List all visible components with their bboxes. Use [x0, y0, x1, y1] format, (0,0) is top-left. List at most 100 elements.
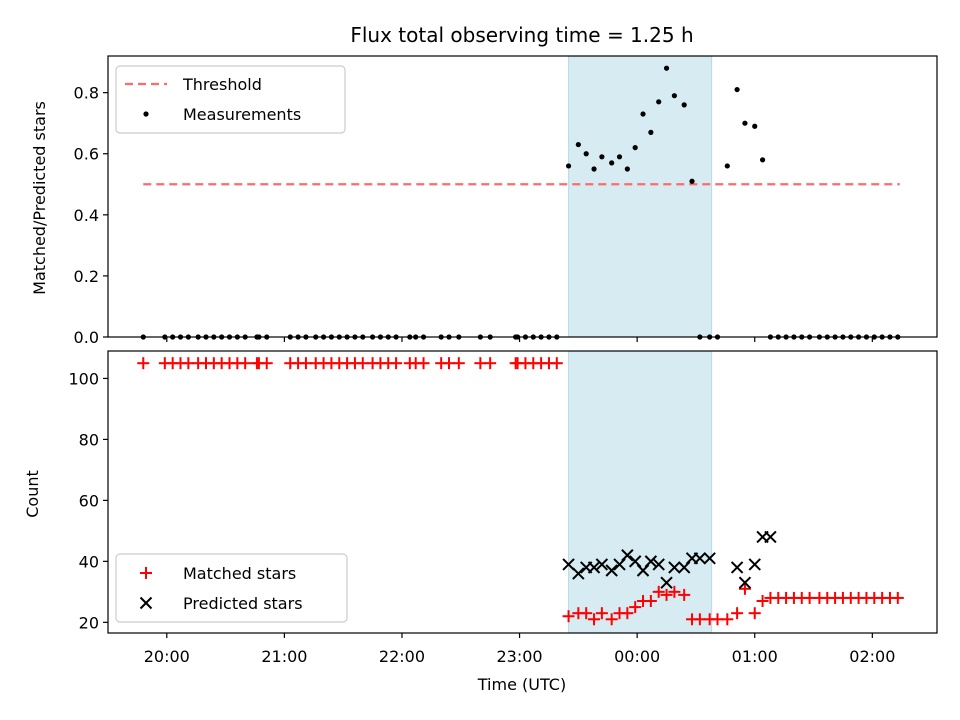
matched-star-point — [605, 613, 618, 626]
measurement-point — [624, 166, 630, 172]
matched-star-point — [721, 613, 734, 626]
matched-star-point — [738, 582, 751, 595]
matched-star-point — [668, 585, 681, 598]
matched-star-point — [550, 357, 563, 370]
chart-title: Flux total observing time = 1.25 h — [350, 23, 693, 47]
top-y-tick-label: 0.6 — [74, 145, 99, 164]
bottom-y-tick-label: 20 — [79, 613, 99, 632]
top-y-axis-label: Matched/Predicted stars — [30, 101, 49, 295]
matched-legend-label: Matched stars — [183, 564, 296, 583]
predicted-star-point — [703, 552, 716, 565]
top-legend-box — [115, 65, 346, 134]
matched-star-point — [629, 601, 642, 614]
predicted-legend-label: Predicted stars — [183, 594, 303, 613]
measurement-point — [681, 102, 687, 108]
measurements-legend-marker — [143, 111, 149, 117]
top-y-tick-label: 0.8 — [74, 84, 99, 103]
top-legend: Threshold Measurements — [115, 65, 346, 134]
top-shaded-interval — [568, 55, 713, 338]
measurement-point — [583, 151, 589, 157]
x-tick-label: 02:00 — [849, 647, 895, 666]
measurement-point — [599, 154, 605, 160]
bottom-legend: Matched stars Predicted stars — [115, 553, 348, 623]
matched-star-point — [588, 613, 601, 626]
measurement-point — [752, 123, 758, 129]
predicted-star-point — [660, 576, 673, 589]
shaded-intervals — [568, 55, 713, 634]
measurement-point — [759, 157, 766, 163]
predicted-star-point — [644, 555, 658, 568]
x-axis-label: Time (UTC) — [477, 675, 566, 694]
matched-star-point — [756, 594, 769, 607]
measurement-point — [734, 86, 740, 93]
x-tick-label: 21:00 — [261, 647, 307, 666]
predicted-star-point — [738, 576, 752, 589]
matched-star-point — [621, 607, 634, 620]
bottom-y-tick-label: 100 — [68, 369, 99, 388]
bottom-y-tick-label: 60 — [79, 491, 99, 510]
measurement-point — [648, 129, 654, 135]
matched-star-point — [731, 607, 744, 620]
measurement-point — [575, 141, 581, 148]
predicted-star-point — [605, 564, 618, 577]
x-tick-label: 22:00 — [379, 647, 425, 666]
measurement-point — [609, 160, 615, 166]
predicted-star-point — [693, 552, 707, 565]
matched-star-point — [678, 588, 691, 601]
measurement-point — [724, 163, 730, 169]
top-plot-frame — [107, 55, 938, 338]
top-y-tick-label: 0.4 — [74, 206, 99, 225]
predicted-star-point — [595, 558, 609, 571]
predicted-star-point — [587, 561, 601, 574]
matched-star-point — [562, 610, 575, 623]
measurement-point — [632, 145, 638, 151]
matched-star-point — [748, 607, 761, 620]
top-y-tick-label: 0.0 — [74, 328, 99, 347]
matched-star-point — [452, 357, 465, 370]
predicted-star-point — [764, 530, 777, 544]
matched-star-point — [580, 607, 593, 620]
top-y-tick-label: 0.2 — [74, 267, 99, 286]
bottom-plot-frame — [107, 350, 938, 634]
measurement-point — [565, 163, 572, 169]
matched-star-point — [260, 357, 273, 370]
matched-star-point — [644, 594, 657, 607]
bottom-y-tick-label: 40 — [79, 552, 99, 571]
measurement-point — [656, 99, 662, 105]
bottom-y-tick-label: 80 — [79, 430, 99, 449]
predicted-legend-marker — [139, 596, 153, 610]
predicted-star-point — [652, 558, 665, 571]
matched-star-point — [417, 357, 430, 370]
x-tick-label: 20:00 — [144, 647, 190, 666]
predicted-star-point — [572, 567, 585, 580]
x-tick-label: 01:00 — [732, 647, 778, 666]
x-tick-label: 23:00 — [497, 647, 543, 666]
bottom-y-axis-label: Count — [23, 470, 42, 518]
matched-star-point — [484, 357, 497, 370]
matched-star-point — [660, 588, 673, 601]
measurement-point — [663, 65, 670, 71]
measurement-point — [640, 111, 646, 117]
axes: 20:00 21:00 22:00 23:00 00:00 01:00 02:00 0.0 0.… — [68, 55, 938, 666]
predicted-star-point — [748, 558, 761, 571]
measurements-legend-label: Measurements — [183, 105, 301, 124]
matched-star-point — [390, 357, 403, 370]
measurement-point — [591, 166, 597, 172]
matched-star-point — [595, 607, 608, 620]
matched-star-point — [239, 357, 252, 370]
matched-legend-marker — [140, 567, 152, 579]
bottom-shaded-interval — [568, 350, 713, 634]
predicted-star-point — [730, 561, 744, 574]
matched-star-point — [137, 357, 150, 370]
bottom-panel-data — [137, 357, 904, 626]
matched-star-point — [652, 585, 665, 598]
measurement-point — [689, 178, 695, 184]
measurement-point — [742, 120, 748, 126]
predicted-star-point — [668, 561, 681, 574]
predicted-star-point — [562, 558, 575, 571]
threshold-legend-label: Threshold — [182, 75, 262, 94]
x-tick-label: 00:00 — [614, 647, 660, 666]
bottom-legend-box — [115, 553, 348, 623]
matched-star-point — [891, 591, 904, 604]
